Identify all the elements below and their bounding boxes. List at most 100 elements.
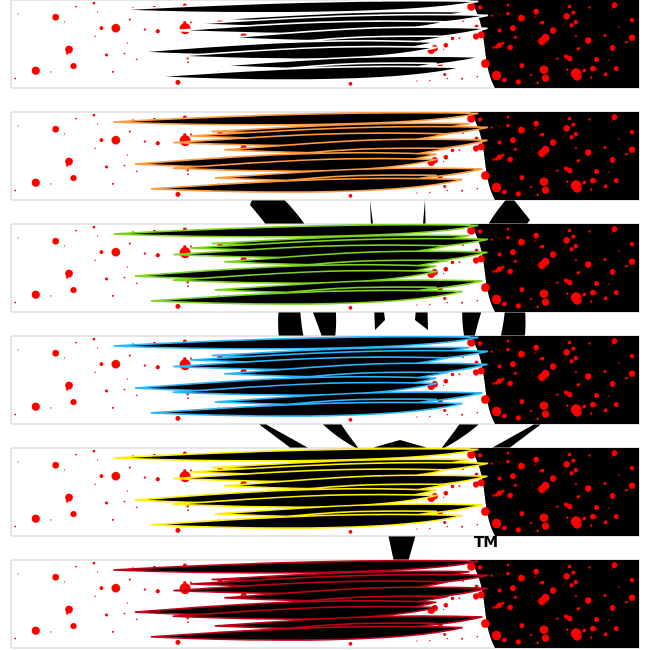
blood-splatter-dot <box>589 289 596 296</box>
banner-black-section <box>470 0 639 88</box>
blood-splatter-dot <box>450 260 455 265</box>
flame-group <box>113 223 489 305</box>
blood-splatter-dot <box>589 513 596 520</box>
blood-splatter-dot <box>348 642 353 646</box>
blood-splatter-dot <box>494 76 497 79</box>
blood-splatter-dot <box>556 393 559 396</box>
blood-splatter-dot <box>496 154 503 160</box>
blood-splatter-dot <box>490 350 493 353</box>
blood-splatter-dot <box>472 33 480 40</box>
blood-splatter-dot <box>476 411 479 414</box>
blood-splatter-dot <box>65 45 73 54</box>
blood-splatter-dot <box>582 68 587 73</box>
flame-tongue <box>150 289 463 305</box>
blood-splatter-dot <box>551 396 553 398</box>
blood-splatter-dot <box>31 514 40 523</box>
blood-splatter-dot <box>571 404 582 415</box>
blood-splatter-dot <box>538 149 546 158</box>
blood-splatter-dot <box>611 456 613 458</box>
blood-splatter-dot <box>461 77 463 80</box>
blood-splatter-dot <box>595 68 598 71</box>
blood-splatter-dot <box>497 140 502 145</box>
blood-splatter-dot <box>17 13 19 15</box>
blood-splatter-dot <box>96 459 98 461</box>
blood-splatter-dot <box>551 284 553 286</box>
blood-splatter-dot <box>442 48 445 51</box>
blood-splatter-dot <box>574 258 578 261</box>
blood-splatter-dot <box>70 287 77 294</box>
blood-splatter-dot <box>348 306 353 310</box>
blood-splatter-dot <box>179 135 191 147</box>
blood-splatter-dot <box>515 79 521 85</box>
blood-splatter-dot <box>507 380 513 387</box>
blood-splatter-dot <box>497 476 502 481</box>
blood-splatter-dot <box>507 492 513 499</box>
blood-splatter-dot <box>94 147 97 150</box>
blood-splatter-dot <box>490 14 493 17</box>
blood-splatter-dot <box>582 628 587 633</box>
blood-splatter-dot <box>491 630 502 641</box>
blood-splatter-dot <box>563 278 569 283</box>
blood-splatter-dot <box>574 594 578 597</box>
blood-splatter-dot <box>136 618 138 621</box>
blood-splatter-dot <box>189 581 192 584</box>
blood-splatter-dot <box>92 113 96 117</box>
blood-splatter-dot <box>506 459 510 464</box>
blood-splatter-dot <box>518 126 525 134</box>
blood-splatter-dot <box>571 68 582 79</box>
blood-splatter-dot <box>533 568 539 575</box>
blood-splatter-dot <box>609 605 616 611</box>
blood-splatter-dot <box>617 362 620 364</box>
blood-splatter-dot <box>611 344 613 346</box>
blood-splatter-dot <box>105 53 108 57</box>
blood-splatter-dot <box>136 394 138 397</box>
blood-splatter-dot <box>92 561 96 565</box>
blood-splatter-dot <box>186 617 189 620</box>
blood-splatter-dot <box>519 399 525 405</box>
blood-splatter-dot <box>50 71 52 73</box>
blood-splatter-dot <box>566 628 569 631</box>
blood-splatter-dot <box>603 520 608 525</box>
blood-splatter-dot <box>625 376 628 380</box>
blood-splatter-dot <box>513 147 517 151</box>
blood-splatter-dot <box>65 493 73 502</box>
blood-splatter-dot <box>533 120 539 127</box>
blood-splatter-dot <box>611 232 613 234</box>
blood-splatter-dot <box>613 66 619 72</box>
blood-splatter-dot <box>64 469 66 471</box>
blood-splatter-dot <box>571 628 582 639</box>
blood-splatter-dot <box>132 454 134 456</box>
blood-splatter-dot <box>491 406 502 417</box>
blood-splatter-dot <box>492 46 495 49</box>
blood-splatter-dot <box>416 416 418 418</box>
blood-splatter-dot <box>584 261 592 268</box>
blood-splatter-dot <box>481 65 484 68</box>
blood-splatter-dot <box>123 164 126 167</box>
banner-1 <box>10 0 640 89</box>
banner-black-section <box>470 224 639 312</box>
blood-splatter-dot <box>556 169 559 172</box>
blood-splatter-dot <box>52 13 60 21</box>
blood-splatter-dot <box>629 241 634 246</box>
blood-splatter-dot <box>189 469 192 472</box>
blood-splatter-dot <box>536 641 539 645</box>
blood-splatter-dot <box>155 589 160 594</box>
blood-splatter-dot <box>189 21 192 24</box>
blood-splatter-dot <box>111 583 121 593</box>
blood-splatter-dot <box>477 117 483 122</box>
blood-splatter-dot <box>429 527 431 530</box>
blood-splatter-dot <box>50 407 52 409</box>
blood-splatter-dot <box>515 415 521 421</box>
blood-splatter-dot <box>99 362 104 366</box>
blood-splatter-dot <box>128 466 131 469</box>
blood-splatter-dot <box>128 354 131 357</box>
blood-splatter-dot <box>533 8 539 15</box>
blood-splatter-dot <box>136 506 138 509</box>
blood-splatter-dot <box>443 633 447 636</box>
blood-splatter-dot <box>571 570 576 575</box>
blood-splatter-dot <box>573 468 579 473</box>
blood-splatter-dot <box>477 367 485 375</box>
blood-splatter-dot <box>515 527 521 533</box>
blood-splatter-dot <box>549 139 557 146</box>
blood-splatter-dot <box>539 245 542 248</box>
